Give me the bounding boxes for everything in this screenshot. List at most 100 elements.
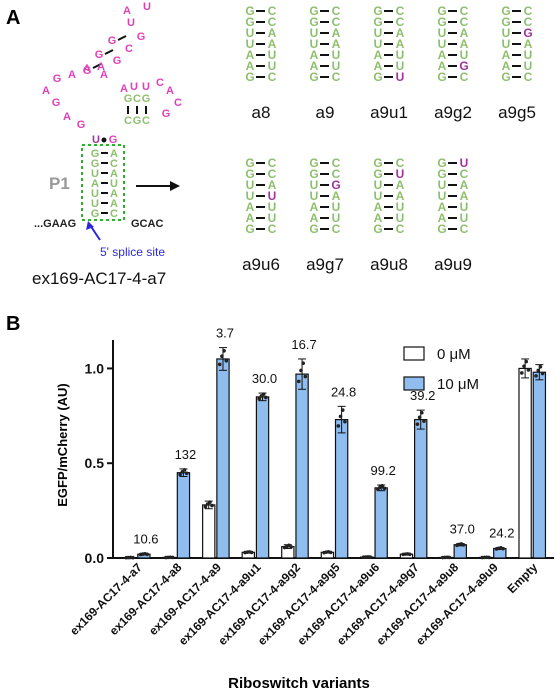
variant-left-nt: G bbox=[373, 222, 382, 236]
variant-right-nt: C bbox=[332, 156, 341, 170]
variant-left-nt: G bbox=[501, 4, 510, 18]
variant-right-nt: G bbox=[331, 178, 340, 192]
variant-right-nt: C bbox=[332, 4, 341, 18]
variant-right-nt: C bbox=[524, 15, 533, 29]
variant-label: a9g2 bbox=[434, 103, 472, 122]
variant-right-nt: A bbox=[460, 26, 469, 40]
replicate-point bbox=[289, 545, 293, 549]
p1-stem-label: P1 bbox=[49, 174, 70, 193]
bulge-nt: A bbox=[63, 111, 71, 123]
panel-a-label: A bbox=[6, 7, 20, 29]
variant-right-nt: A bbox=[460, 189, 469, 203]
variant-left-nt: G bbox=[309, 167, 318, 181]
loop-nt: C bbox=[156, 77, 164, 89]
replicate-point bbox=[538, 364, 543, 369]
helix-nt: G bbox=[142, 93, 151, 105]
variant-right-nt: C bbox=[396, 156, 405, 170]
variant-right-nt: C bbox=[396, 222, 405, 236]
replicate-point bbox=[224, 358, 229, 363]
variant-left-nt: A bbox=[310, 200, 319, 214]
replicate-point bbox=[417, 415, 422, 420]
variant-left-nt: U bbox=[310, 37, 319, 51]
variant-left-nt: G bbox=[373, 70, 382, 84]
variant-right-nt: A bbox=[396, 26, 405, 40]
variant-right-nt: U bbox=[268, 59, 277, 73]
bulge-nt: G bbox=[77, 119, 86, 131]
variant-right-nt: G bbox=[523, 26, 532, 40]
replicate-point bbox=[208, 500, 212, 504]
variant-left-nt: G bbox=[437, 70, 446, 84]
variant-right-nt: C bbox=[396, 4, 405, 18]
bulge-nt: G bbox=[83, 65, 92, 77]
replicate-point bbox=[170, 555, 175, 560]
stem-left-nt: G bbox=[91, 148, 100, 160]
variant-right-nt: C bbox=[268, 4, 277, 18]
variants-arrowhead bbox=[170, 181, 180, 191]
variant-a9: G CG CU AU AA UA UG Ca9 bbox=[309, 4, 340, 122]
variant-right-nt: A bbox=[268, 26, 277, 40]
fold-change-label: 30.0 bbox=[252, 371, 277, 386]
variant-right-nt: C bbox=[268, 70, 277, 84]
variant-left-nt: A bbox=[310, 48, 319, 62]
variant-left-nt: U bbox=[310, 189, 319, 203]
variant-right-nt: A bbox=[460, 178, 469, 192]
variant-right-nt: A bbox=[332, 37, 341, 51]
variant-right-nt: C bbox=[332, 167, 341, 181]
helix-nt: C bbox=[142, 115, 150, 127]
fold-change-label: 39.2 bbox=[410, 388, 435, 403]
stem-left-nt: U bbox=[91, 168, 99, 180]
loop-nt: G bbox=[137, 31, 146, 43]
variant-left-nt: U bbox=[246, 189, 255, 203]
variant-right-nt: C bbox=[460, 70, 469, 84]
variant-left-nt: U bbox=[438, 178, 447, 192]
replicate-point bbox=[264, 395, 268, 400]
fold-change-label: 10.6 bbox=[133, 532, 158, 547]
variant-right-nt: C bbox=[268, 15, 277, 29]
replicate-point bbox=[501, 546, 505, 551]
variant-label: a8 bbox=[252, 103, 271, 122]
bar-chart: 0.0 0.5 1.0 10.6 ex169-AC17-4-a7 132 ex169-AC1… bbox=[67, 326, 554, 648]
y-tick-label: 0.0 bbox=[85, 550, 105, 566]
bulge-nt: A bbox=[68, 69, 76, 81]
replicate-point bbox=[407, 552, 412, 557]
variant-right-nt: C bbox=[268, 222, 277, 236]
loop-nt: U bbox=[142, 81, 150, 93]
replicate-point bbox=[420, 410, 424, 415]
variant-left-nt: U bbox=[438, 26, 447, 40]
stem-right-nt: C bbox=[110, 158, 118, 170]
variant-right-nt: C bbox=[332, 222, 341, 236]
variant-left-nt: U bbox=[246, 37, 255, 51]
variant-right-nt: U bbox=[396, 48, 405, 62]
variant-right-nt: U bbox=[332, 200, 341, 214]
loop-nt: U bbox=[143, 1, 151, 13]
loop-nt: G bbox=[95, 49, 104, 61]
variant-right-nt: U bbox=[460, 211, 469, 225]
fold-change-label: 24.2 bbox=[489, 526, 514, 541]
replicate-point bbox=[540, 371, 545, 376]
variant-left-nt: U bbox=[374, 37, 383, 51]
replicate-point bbox=[131, 555, 135, 560]
stem-right-nt: C bbox=[110, 208, 118, 220]
variant-label: a9 bbox=[316, 103, 335, 122]
variant-left-nt: A bbox=[438, 211, 447, 225]
fold-change-label: 99.2 bbox=[371, 463, 396, 478]
helix-nt: C bbox=[124, 115, 132, 127]
variant-right-nt: U bbox=[524, 48, 533, 62]
variant-left-nt: A bbox=[502, 48, 511, 62]
wobble-pair-dot bbox=[101, 137, 107, 143]
loop-nt: A bbox=[123, 5, 131, 17]
replicate-point bbox=[487, 555, 491, 560]
variant-right-nt: C bbox=[460, 167, 469, 181]
variant-right-nt: A bbox=[332, 189, 341, 203]
fold-change-label: 3.7 bbox=[216, 326, 234, 341]
variant-left-nt: A bbox=[438, 200, 447, 214]
chart-legend: 0 μM 10 μM bbox=[403, 346, 479, 393]
